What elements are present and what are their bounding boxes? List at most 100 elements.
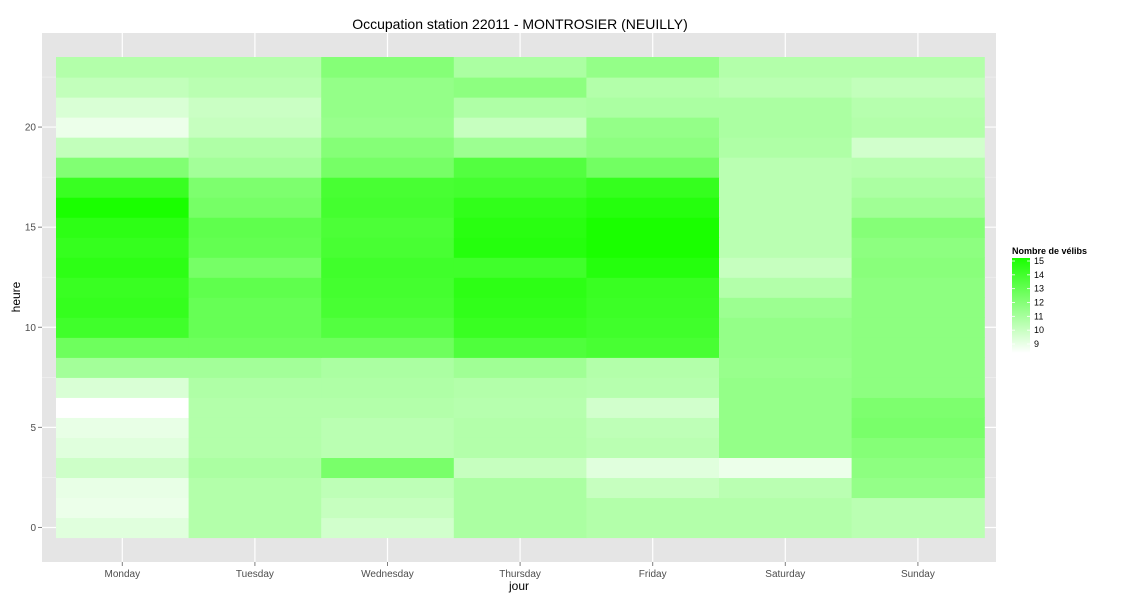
heatmap-tile — [56, 137, 190, 158]
heatmap-tile — [719, 257, 853, 278]
heatmap-tile — [321, 177, 455, 198]
heatmap-tile — [188, 317, 322, 338]
y-axis: 0 5 10 15 20 — [25, 123, 42, 534]
heatmap-tile — [188, 237, 322, 258]
heatmap-tile — [188, 77, 322, 98]
heatmap-tile — [188, 97, 322, 118]
heatmap-tile — [453, 497, 587, 519]
heatmap-tile — [321, 517, 455, 539]
x-axis: Monday Tuesday Wednesday Thursday Friday Satu… — [105, 562, 935, 580]
heatmap-tile — [586, 57, 720, 78]
heatmap-tile — [321, 157, 455, 178]
heatmap-tile — [56, 157, 190, 178]
heatmap-tile — [56, 417, 190, 438]
heatmap-tile — [453, 157, 587, 178]
heatmap-tile — [321, 457, 455, 479]
heatmap-tile — [453, 477, 587, 499]
heatmap-tile — [453, 337, 587, 358]
heatmap-tile — [719, 137, 853, 158]
heatmap-tile — [586, 237, 720, 258]
heatmap-tile — [188, 497, 322, 519]
heatmap-tile — [851, 417, 985, 438]
heatmap-tile — [188, 357, 322, 378]
x-axis-title: jour — [508, 579, 529, 593]
heatmap-tile — [321, 357, 455, 378]
heatmap-tile — [719, 157, 853, 178]
heatmap-tile — [719, 57, 853, 78]
heatmap-tile — [56, 217, 190, 238]
x-tick-label: Thursday — [499, 569, 541, 580]
heatmap-tile — [56, 237, 190, 258]
heatmap-tile — [586, 217, 720, 238]
heatmap-tile — [719, 177, 853, 198]
heatmap-tile — [586, 357, 720, 378]
heatmap-tile — [851, 177, 985, 198]
heatmap-tile — [851, 237, 985, 258]
heatmap-tile — [453, 197, 587, 218]
y-tick-label: 5 — [30, 423, 36, 434]
heatmap-tile — [453, 437, 587, 458]
heatmap-tile — [851, 437, 985, 458]
heatmap-tile — [453, 217, 587, 238]
heatmap-tile — [321, 197, 455, 218]
x-tick-label: Sunday — [901, 569, 935, 580]
heatmap-tile — [586, 197, 720, 218]
heatmap-tile — [586, 437, 720, 458]
heatmap-tile — [453, 317, 587, 338]
heatmap-tile — [719, 237, 853, 258]
heatmap-tile — [188, 397, 322, 418]
heatmap-tile — [188, 417, 322, 438]
heatmap-tile — [719, 357, 853, 378]
heatmap-tile — [719, 437, 853, 458]
heatmap-tile — [188, 177, 322, 198]
heatmap-tile — [321, 237, 455, 258]
heatmap-tile — [851, 117, 985, 138]
legend-tick-label: 10 — [1034, 325, 1044, 335]
heatmap-tile — [453, 137, 587, 158]
heatmap-tile — [453, 457, 587, 479]
heatmap-tile — [719, 197, 853, 218]
heatmap-tile — [851, 97, 985, 118]
heatmap-tile — [188, 157, 322, 178]
heatmap-tile — [851, 477, 985, 499]
heatmap-tile — [188, 477, 322, 499]
heatmap-tile — [453, 357, 587, 378]
heatmap-tile — [188, 217, 322, 238]
heatmap-tile — [56, 297, 190, 318]
heatmap-tile — [188, 437, 322, 458]
heatmap-tile — [56, 257, 190, 278]
heatmap-tile — [719, 97, 853, 118]
heatmap-tile — [586, 137, 720, 158]
heatmap-tile — [586, 177, 720, 198]
heatmap-tile — [719, 477, 853, 499]
heatmap-tile — [321, 297, 455, 318]
heatmap-tile — [188, 517, 322, 539]
heatmap-tile — [188, 117, 322, 138]
heatmap-tile — [56, 117, 190, 138]
y-tick-label: 10 — [25, 323, 37, 334]
heatmap-tile — [586, 317, 720, 338]
heatmap-tile — [321, 377, 455, 398]
heatmap-tile — [321, 117, 455, 138]
heatmap-tile — [719, 457, 853, 479]
heatmap-tile — [56, 517, 190, 539]
heatmap-tile — [586, 297, 720, 318]
x-tick-label: Friday — [639, 569, 667, 580]
heatmap-tile — [719, 317, 853, 338]
heatmap-tile — [56, 457, 190, 479]
heatmap-tile — [188, 137, 322, 158]
heatmap-tile — [321, 417, 455, 438]
heatmap-tile — [56, 77, 190, 98]
heatmap-tile — [851, 337, 985, 358]
heatmap-tile — [851, 57, 985, 78]
legend-tick-label: 13 — [1034, 284, 1044, 294]
legend: Nombre de vélibs 9 10 11 12 13 14 15 — [1012, 246, 1087, 353]
heatmap-tile — [586, 477, 720, 499]
heatmap-tile — [586, 517, 720, 539]
heatmap-tile — [851, 377, 985, 398]
heatmap-tile — [851, 257, 985, 278]
heatmap-tile — [453, 297, 587, 318]
legend-colorbar — [1012, 258, 1030, 353]
heatmap-tile — [586, 377, 720, 398]
heatmap-tile — [719, 497, 853, 519]
